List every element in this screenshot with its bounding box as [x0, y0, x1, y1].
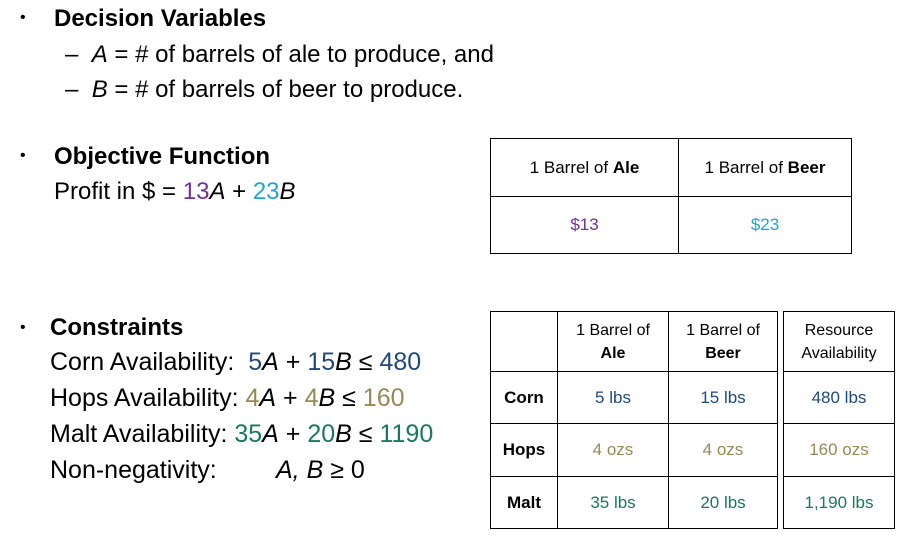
malt-beer: 20 lbs: [668, 476, 778, 529]
bullet: •: [20, 319, 26, 336]
decision-item-b: – B = # of barrels of beer to produce.: [65, 76, 463, 104]
constraint-nonnegativity: Non-negativity:: [50, 456, 217, 485]
constraint-malt: Malt Availability: 35A + 20B ≤ 1190: [50, 420, 433, 449]
rhs: 480: [379, 348, 422, 376]
leq: ≤: [351, 348, 380, 376]
dash: –: [65, 41, 79, 68]
header-line: Availability: [801, 344, 877, 362]
objective-expression: Profit in $ = 13A + 23B: [54, 178, 296, 206]
nonneg-rhs: ≥ 0: [323, 456, 365, 484]
coef: 5: [248, 348, 263, 376]
rhs: 160: [362, 384, 405, 412]
profit-ale: $13: [490, 196, 679, 254]
bullet: •: [20, 147, 26, 164]
constraint-label: Corn Availability:: [50, 348, 249, 376]
decision-variables-heading: Decision Variables: [54, 5, 267, 32]
corn-beer: 15 lbs: [668, 371, 778, 424]
resource-usage-table: 1 Barrel of Ale 1 Barrel of Beer Corn 5 lb…: [490, 311, 778, 529]
corn-availability: 480 lbs: [783, 371, 895, 424]
hops-availability: 160 ozs: [783, 423, 895, 477]
plus: +: [225, 178, 253, 205]
row-label-corn: Corn: [490, 371, 558, 424]
var-a: A: [91, 41, 108, 68]
dash: –: [65, 76, 79, 103]
coef: 20: [307, 420, 336, 448]
nonneg-expression: A, B ≥ 0: [276, 456, 365, 485]
header-ale-bold: Ale: [600, 344, 626, 362]
var-b: B: [335, 348, 352, 376]
profit-beer: $23: [678, 196, 852, 254]
decision-item-text: = # of barrels of ale to produce, and: [107, 41, 494, 68]
plus: +: [278, 420, 308, 448]
coef: 4: [245, 384, 260, 412]
var-a: A: [209, 178, 226, 205]
malt-availability: 1,190 lbs: [783, 476, 895, 529]
coef-beer: 23: [252, 178, 280, 205]
header-line: 1 Barrel of: [576, 321, 650, 339]
rhs: 1190: [379, 420, 434, 448]
header-line: 1 Barrel of: [686, 321, 760, 339]
coef: 35: [234, 420, 263, 448]
objective-function-heading: Objective Function: [54, 143, 271, 170]
coef: 4: [304, 384, 319, 412]
constraints-heading: Constraints: [50, 314, 184, 341]
leq: ≤: [351, 420, 380, 448]
var-a: A: [262, 348, 279, 376]
profit-table: 1 Barrel of Ale 1 Barrel of Beer $13 $23: [490, 138, 852, 254]
var-b: B: [335, 420, 352, 448]
hops-ale: 4 ozs: [557, 423, 669, 477]
header-prefix: 1 Barrel of: [704, 157, 788, 177]
hops-beer: 4 ozs: [668, 423, 778, 477]
header-line: Resource: [804, 321, 874, 339]
header-ale: 1 Barrel of Ale: [557, 311, 669, 372]
plus: +: [278, 348, 308, 376]
header-beer-bold: Beer: [705, 344, 741, 362]
empty-corner-cell: [490, 311, 558, 372]
header-availability: Resource Availability: [783, 311, 895, 372]
constraint-label: Hops Availability:: [50, 384, 246, 412]
var-b: B: [91, 76, 108, 103]
profit-header-beer: 1 Barrel of Beer: [678, 138, 852, 197]
var-b: B: [318, 384, 336, 412]
header-beer: Beer: [787, 157, 826, 177]
constraint-hops: Hops Availability: 4A + 4B ≤ 160: [50, 384, 405, 413]
nonneg-vars: A, B: [276, 456, 324, 484]
objective-prefix: Profit in $ =: [54, 178, 183, 205]
decision-item-text: = # of barrels of beer to produce.: [107, 76, 464, 103]
row-label-hops: Hops: [490, 423, 558, 477]
decision-item-a: – A = # of barrels of ale to produce, an…: [65, 41, 494, 69]
row-label-malt: Malt: [490, 476, 558, 529]
profit-header-ale: 1 Barrel of Ale: [490, 138, 679, 197]
nonneg-label: Non-negativity:: [50, 456, 217, 484]
header-ale: Ale: [612, 157, 640, 177]
corn-ale: 5 lbs: [557, 371, 669, 424]
var-a: A: [262, 420, 279, 448]
plus: +: [276, 384, 305, 412]
resource-availability-table: Resource Availability 480 lbs 160 ozs 1,1…: [783, 311, 895, 529]
coef-ale: 13: [182, 178, 210, 205]
leq: ≤: [335, 384, 363, 412]
constraint-label: Malt Availability:: [50, 420, 235, 448]
header-prefix: 1 Barrel of: [529, 157, 613, 177]
coef: 15: [307, 348, 336, 376]
bullet: •: [20, 9, 26, 26]
malt-ale: 35 lbs: [557, 476, 669, 529]
var-a: A: [259, 384, 277, 412]
header-beer: 1 Barrel of Beer: [668, 311, 778, 372]
constraint-corn: Corn Availability: 5A + 15B ≤ 480: [50, 348, 421, 377]
var-b: B: [279, 178, 296, 205]
